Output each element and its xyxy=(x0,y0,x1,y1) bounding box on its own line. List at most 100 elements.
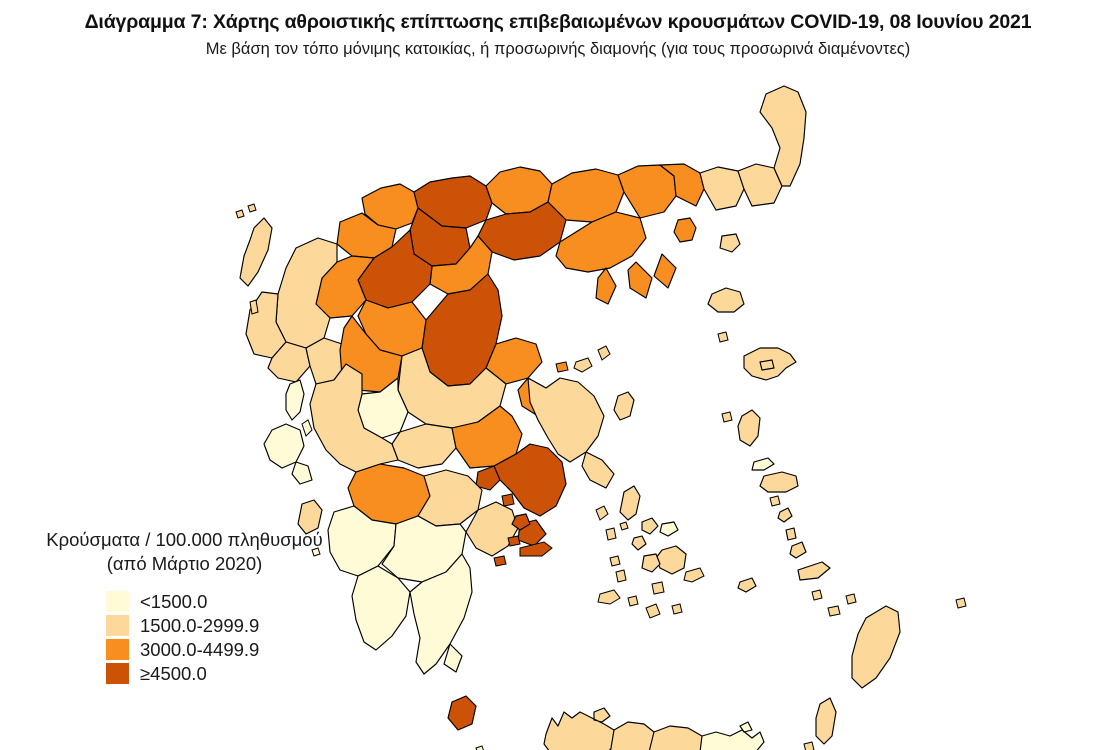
page-title: Διάγραμμα 7: Χάρτης αθροιστικής επίπτωση… xyxy=(84,11,1032,33)
islet-kythnos xyxy=(605,527,617,541)
chart-header: Διάγραμμα 7: Χάρτης αθροιστικής επίπτωση… xyxy=(0,0,1116,60)
legend-label: ≥4500.0 xyxy=(140,662,207,684)
region-pieria[interactable] xyxy=(429,235,493,295)
islet-alonnisos xyxy=(597,345,611,361)
legend-swatch xyxy=(106,591,129,613)
islet-kea xyxy=(595,505,609,521)
region-samothraki[interactable] xyxy=(719,233,741,253)
region-rethymno[interactable] xyxy=(610,721,655,750)
legend-label: 1500.0-2999.9 xyxy=(140,614,260,636)
islet-symi xyxy=(845,593,857,605)
legend-swatch xyxy=(106,663,129,685)
region-heraklion[interactable] xyxy=(646,725,707,750)
region-preveza[interactable] xyxy=(267,341,311,383)
islet-anafi xyxy=(671,603,683,615)
region-kos[interactable] xyxy=(797,561,831,581)
islet-kastellorizo xyxy=(955,597,967,609)
region-aitoloakarnania[interactable] xyxy=(309,363,399,473)
region-evros[interactable] xyxy=(759,85,807,187)
region-chania[interactable] xyxy=(543,707,615,750)
page-subtitle: Με βάση τον τόπο μόνιμης κατοικίας, ή πρ… xyxy=(205,40,911,59)
legend-row[interactable]: 1500.0-2999.9 xyxy=(106,614,362,638)
legend-items: <1500.0 1500.0-2999.9 3000.0-4499.9 ≥450… xyxy=(22,590,362,686)
islet-erikoussa xyxy=(247,203,257,213)
legend-row[interactable]: <1500.0 xyxy=(106,590,362,614)
region-patmos[interactable] xyxy=(777,507,793,523)
region-zakynthos[interactable] xyxy=(297,499,323,535)
region-evia[interactable] xyxy=(527,377,615,489)
region-viotia[interactable] xyxy=(451,405,523,469)
legend-label: 3000.0-4499.9 xyxy=(140,638,260,660)
region-lakonia[interactable] xyxy=(409,553,473,675)
legend-title: Κρούσματα / 100.000 πληθυσμού (από Μάρτι… xyxy=(22,528,347,577)
region-limnos[interactable] xyxy=(707,287,745,313)
region-kerkyra[interactable] xyxy=(239,217,273,287)
islet-milos xyxy=(597,589,621,605)
legend-title-line1: Κρούσματα / 100.000 πληθυσμού xyxy=(46,529,323,550)
region-chalkidiki[interactable] xyxy=(555,211,677,305)
region-lasithi[interactable] xyxy=(699,721,765,750)
region-thasos[interactable] xyxy=(673,217,697,243)
islet-sifnos xyxy=(615,569,627,583)
region-kefalonia[interactable] xyxy=(263,423,313,485)
region-naxos[interactable] xyxy=(655,545,687,575)
legend-label: <1500.0 xyxy=(140,590,208,612)
region-leros[interactable] xyxy=(785,527,797,541)
region-fokida[interactable] xyxy=(391,423,457,469)
region-mykonos[interactable] xyxy=(659,521,679,537)
islet-skopelos xyxy=(573,357,593,373)
map-legend: Κρούσματα / 100.000 πληθυσμού (από Μάρτι… xyxy=(22,528,362,686)
islet-amorgos xyxy=(683,567,705,583)
islet-psara xyxy=(721,411,733,423)
islet-poros xyxy=(507,535,521,547)
islet-spetses xyxy=(493,555,507,567)
region-ikaria[interactable] xyxy=(751,457,775,471)
map-container xyxy=(0,72,1116,750)
legend-row[interactable]: 3000.0-4499.9 xyxy=(106,638,362,662)
islet-ios xyxy=(651,581,665,595)
region-xanthi[interactable] xyxy=(699,166,745,211)
legend-row[interactable]: ≥4500.0 xyxy=(106,662,362,686)
region-korinthia[interactable] xyxy=(417,469,483,527)
islet-santorini xyxy=(645,603,661,619)
region-lefkada[interactable] xyxy=(285,379,305,421)
region-attica[interactable] xyxy=(475,443,567,547)
region-drama[interactable] xyxy=(617,164,677,219)
region-rodopi[interactable] xyxy=(737,163,783,207)
islet-othonoi xyxy=(235,209,245,219)
region-rodos[interactable] xyxy=(851,605,901,689)
islet-antikythira xyxy=(475,745,484,750)
legend-title-line2: (από Μάρτιο 2020) xyxy=(106,553,263,575)
region-tinos[interactable] xyxy=(641,517,659,535)
islet-tilos xyxy=(827,605,841,617)
region-paros[interactable] xyxy=(641,553,661,573)
islet-folegandros xyxy=(627,595,639,607)
region-aegina[interactable] xyxy=(511,513,531,531)
islet-skiathos xyxy=(555,361,569,373)
region-kavala[interactable] xyxy=(659,163,705,207)
legend-swatch xyxy=(106,639,129,661)
islet-serifos xyxy=(609,555,621,567)
region-lesvos[interactable] xyxy=(743,347,797,381)
legend-swatch xyxy=(106,615,129,637)
islet-nisyros xyxy=(811,589,823,601)
region-syros[interactable] xyxy=(631,535,647,551)
region-argolida[interactable] xyxy=(465,501,519,557)
region-kalymnos[interactable] xyxy=(789,541,807,559)
islet-gyaros xyxy=(619,521,629,531)
islet-strofades xyxy=(311,547,321,557)
greece-choropleth-map xyxy=(235,85,967,750)
islet-agios-efstratios xyxy=(717,331,729,343)
islet-fournoi xyxy=(769,495,781,507)
region-skyros[interactable] xyxy=(613,391,635,421)
region-astypalaia[interactable] xyxy=(737,577,757,593)
islet-ithaki xyxy=(301,419,313,437)
islet-hydra xyxy=(519,541,553,557)
region-andros[interactable] xyxy=(619,485,641,521)
region-karpathos[interactable] xyxy=(815,697,837,745)
region-messinia[interactable] xyxy=(351,565,411,651)
region-samos[interactable] xyxy=(759,471,799,493)
region-chios[interactable] xyxy=(737,409,761,447)
region-kythira[interactable] xyxy=(447,695,477,731)
islet-salamina xyxy=(501,493,515,507)
